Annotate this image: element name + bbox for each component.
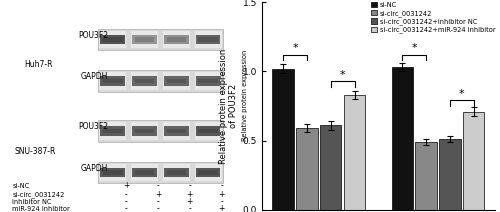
Bar [296, 128, 318, 210]
Bar [272, 69, 294, 210]
Bar [463, 112, 484, 210]
Text: -: - [220, 181, 223, 191]
Text: POU3F2: POU3F2 [78, 122, 108, 131]
Bar [198, 129, 218, 133]
Text: Relative protein expression: Relative protein expression [242, 50, 248, 141]
Bar [196, 76, 220, 86]
Text: +: + [218, 190, 225, 199]
Text: inhibitor NC: inhibitor NC [12, 199, 52, 205]
Bar [132, 35, 157, 44]
Text: -: - [156, 204, 160, 212]
Text: POU3F2: POU3F2 [78, 31, 108, 40]
Bar [195, 31, 222, 48]
Bar [166, 129, 186, 133]
Text: SNU-387-R: SNU-387-R [15, 147, 56, 156]
Bar [100, 35, 125, 44]
Bar [392, 67, 413, 210]
Bar [135, 37, 154, 42]
Bar [135, 129, 154, 133]
Text: *: * [292, 43, 298, 53]
Bar [100, 168, 125, 177]
Bar [100, 164, 126, 181]
Text: +: + [123, 181, 130, 191]
Text: +: + [186, 197, 193, 206]
Bar [163, 72, 190, 90]
Bar [196, 35, 220, 44]
Bar [166, 79, 186, 83]
Bar [195, 72, 222, 90]
Text: -: - [125, 190, 128, 199]
Bar [163, 122, 190, 140]
Bar [131, 72, 158, 90]
Text: -: - [125, 197, 128, 206]
Text: +: + [186, 190, 193, 199]
Text: +: + [155, 190, 161, 199]
Bar [135, 170, 154, 175]
Bar [198, 37, 218, 42]
Bar [98, 70, 223, 92]
Bar [103, 79, 122, 83]
Bar [164, 35, 188, 44]
Bar [164, 168, 188, 177]
Text: Huh7-R: Huh7-R [24, 60, 53, 69]
Bar [196, 168, 220, 177]
Bar [131, 164, 158, 181]
Text: *: * [412, 43, 417, 53]
Bar [195, 164, 222, 181]
Text: *: * [340, 70, 345, 80]
Text: si-circ_0031242: si-circ_0031242 [12, 191, 64, 198]
Bar [131, 31, 158, 48]
Text: GAPDH: GAPDH [80, 73, 108, 81]
Bar [195, 122, 222, 140]
Bar [416, 142, 437, 210]
Bar [100, 31, 126, 48]
Bar [166, 37, 186, 42]
Legend: si-NC, si-circ_0031242, si-circ_0031242+inhibitor NC, si-circ_0031242+miR-924 in: si-NC, si-circ_0031242, si-circ_0031242+… [370, 1, 496, 34]
Bar [344, 95, 366, 210]
Bar [439, 139, 460, 210]
Text: GAPDH: GAPDH [80, 164, 108, 173]
Bar [198, 170, 218, 175]
Bar [166, 170, 186, 175]
Bar [98, 29, 223, 50]
Bar [320, 125, 342, 210]
Bar [103, 129, 122, 133]
Bar [103, 37, 122, 42]
Text: -: - [125, 204, 128, 212]
Bar [163, 31, 190, 48]
Bar [198, 79, 218, 83]
Bar [100, 126, 125, 136]
Text: +: + [218, 204, 225, 212]
Text: -: - [188, 181, 191, 191]
Bar [131, 122, 158, 140]
Text: *: * [459, 89, 464, 99]
Bar [98, 120, 223, 142]
Text: miR-924 inhibitor: miR-924 inhibitor [12, 206, 70, 212]
Text: si-NC: si-NC [12, 183, 29, 189]
Bar [164, 126, 188, 136]
Bar [100, 72, 126, 90]
Bar [98, 162, 223, 183]
Bar [164, 76, 188, 86]
Text: -: - [188, 204, 191, 212]
Bar [163, 164, 190, 181]
Bar [100, 122, 126, 140]
Text: -: - [220, 197, 223, 206]
Text: -: - [156, 181, 160, 191]
Bar [132, 168, 157, 177]
Text: -: - [156, 197, 160, 206]
Bar [135, 79, 154, 83]
Bar [132, 126, 157, 136]
Bar [132, 76, 157, 86]
Bar [103, 170, 122, 175]
Bar [196, 126, 220, 136]
Y-axis label: Relative protein expression
of POU3F2: Relative protein expression of POU3F2 [219, 48, 238, 164]
Bar [100, 76, 125, 86]
